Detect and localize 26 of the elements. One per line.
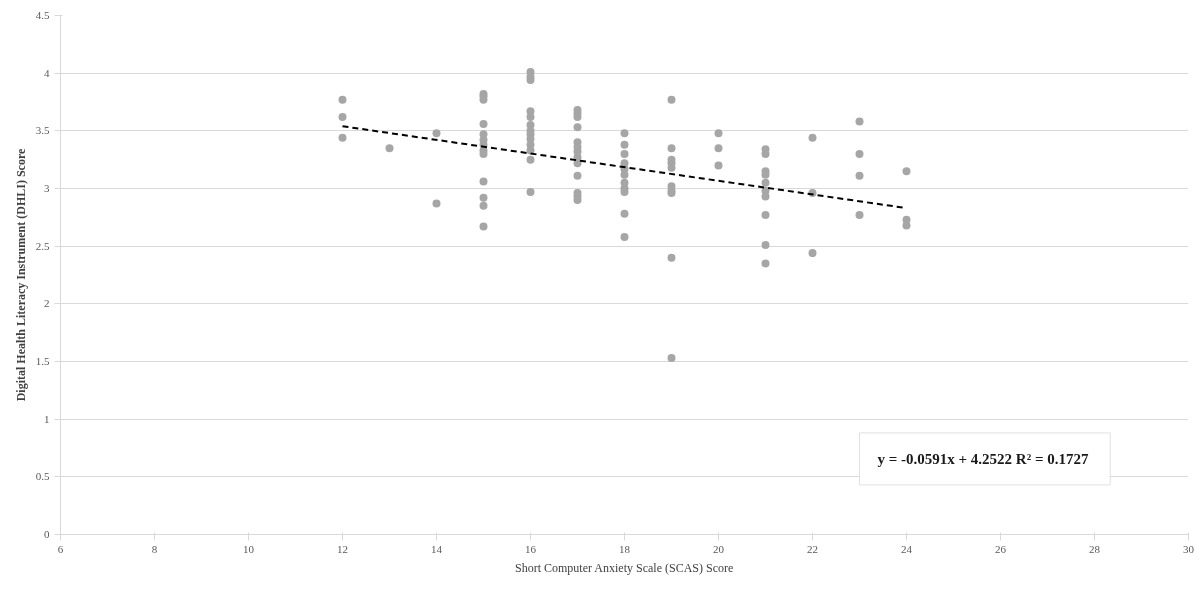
x-tick-label: 16 — [525, 542, 537, 555]
y-tick-label: 4 — [44, 66, 50, 79]
x-tick-label: 6 — [57, 542, 64, 555]
y-tick-label: 0.5 — [35, 470, 50, 483]
y-tick-label: 2 — [44, 297, 50, 310]
x-tick-label: 30 — [1183, 542, 1195, 555]
y-tick-label: 1 — [44, 412, 50, 425]
x-tick-label: 24 — [901, 542, 913, 555]
x-tick-label: 18 — [619, 542, 631, 555]
x-tick-label: 8 — [151, 542, 158, 555]
y-tick-label: 2.5 — [35, 239, 50, 252]
annotation: y = -0.0591x + 4.2522 R² = 0.1727 — [877, 450, 1089, 467]
x-tick-label: 26 — [995, 542, 1007, 555]
x-tick-label: 10 — [243, 542, 255, 555]
x-tick-label: 22 — [807, 542, 818, 555]
y-tick-label: 3 — [44, 182, 50, 194]
y-tick-label: 4.5 — [35, 9, 50, 21]
x-tick-label: 28 — [1089, 542, 1101, 555]
y-tick-label: 3.5 — [35, 124, 50, 137]
x-tick-label: 20 — [713, 542, 725, 555]
x-tick-label: 14 — [431, 542, 443, 555]
x-axis-title: Short Computer Anxiety Scale (SCAS) Score — [515, 560, 734, 575]
x-tick-label: 12 — [337, 542, 348, 555]
y-axis-title: Digital Health Literacy Instrument (DHLI) Score — [13, 147, 28, 402]
y-tick-label: 0 — [44, 528, 50, 540]
y-tick-label: 1.5 — [35, 355, 50, 367]
